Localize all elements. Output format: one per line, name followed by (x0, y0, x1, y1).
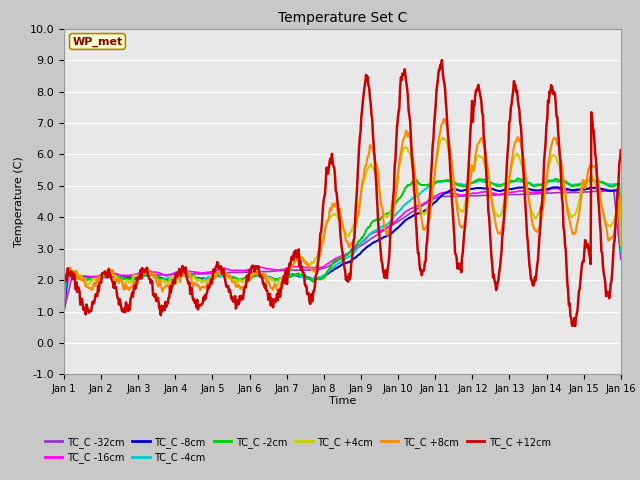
TC_C +8cm (426, 211, 434, 217)
TC_C +4cm (214, 271, 221, 276)
Line: TC_C +4cm: TC_C +4cm (64, 138, 621, 297)
X-axis label: Time: Time (329, 396, 356, 406)
Line: TC_C -32cm: TC_C -32cm (64, 191, 621, 311)
TC_C -16cm (426, 196, 434, 202)
TC_C +4cm (70, 271, 78, 276)
TC_C -16cm (70, 272, 78, 277)
TC_C -8cm (214, 273, 221, 279)
TC_C -32cm (214, 270, 221, 276)
TC_C +4cm (439, 135, 447, 141)
TC_C -16cm (60, 307, 68, 313)
TC_C +8cm (127, 284, 135, 290)
TC_C +12cm (214, 259, 221, 265)
TC_C -16cm (617, 250, 625, 256)
TC_C +8cm (60, 307, 68, 312)
TC_C -2cm (214, 272, 221, 277)
Line: TC_C -8cm: TC_C -8cm (64, 187, 621, 310)
TC_C +8cm (440, 116, 448, 121)
TC_C -2cm (60, 301, 68, 307)
TC_C +12cm (617, 147, 625, 153)
Line: TC_C -16cm: TC_C -16cm (64, 187, 621, 310)
TC_C -4cm (127, 276, 135, 282)
TC_C +12cm (127, 294, 135, 300)
TC_C +8cm (70, 271, 78, 276)
TC_C +8cm (617, 193, 625, 199)
TC_C -16cm (590, 184, 598, 190)
TC_C +12cm (572, 323, 579, 329)
TC_C -8cm (553, 184, 561, 190)
TC_C -8cm (426, 203, 434, 209)
TC_C -32cm (60, 308, 68, 313)
TC_C +4cm (60, 294, 68, 300)
Line: TC_C -2cm: TC_C -2cm (64, 179, 621, 304)
TC_C +12cm (438, 57, 445, 63)
TC_C +12cm (426, 190, 434, 195)
TC_C -8cm (410, 213, 418, 218)
TC_C -4cm (214, 274, 221, 279)
TC_C -4cm (184, 273, 192, 278)
Legend: TC_C -32cm, TC_C -16cm, TC_C -8cm, TC_C -4cm, TC_C -2cm, TC_C +4cm, TC_C +8cm, T: TC_C -32cm, TC_C -16cm, TC_C -8cm, TC_C … (40, 433, 555, 468)
TC_C +8cm (184, 271, 192, 276)
TC_C -16cm (127, 272, 135, 278)
TC_C -32cm (127, 273, 135, 279)
TC_C -2cm (410, 177, 418, 183)
TC_C -2cm (184, 271, 192, 276)
Line: TC_C -4cm: TC_C -4cm (64, 180, 621, 305)
Line: TC_C +8cm: TC_C +8cm (64, 119, 621, 310)
TC_C -2cm (70, 269, 78, 275)
TC_C -32cm (184, 271, 192, 277)
TC_C -4cm (70, 271, 78, 276)
TC_C +4cm (184, 271, 192, 276)
TC_C -16cm (410, 204, 418, 210)
TC_C -32cm (426, 198, 434, 204)
TC_C -2cm (127, 276, 135, 282)
TC_C -32cm (609, 188, 617, 193)
TC_C -32cm (70, 275, 78, 281)
TC_C +12cm (70, 272, 78, 277)
TC_C -2cm (617, 244, 625, 250)
TC_C +12cm (184, 279, 192, 285)
TC_C -4cm (60, 302, 68, 308)
TC_C +4cm (410, 173, 418, 179)
TC_C -2cm (426, 181, 434, 187)
TC_C -4cm (410, 194, 418, 200)
TC_C -4cm (426, 182, 434, 188)
TC_C -32cm (617, 256, 625, 262)
TC_C -2cm (515, 176, 522, 181)
TC_C -8cm (127, 276, 135, 281)
Text: WP_met: WP_met (72, 36, 123, 47)
TC_C +8cm (410, 163, 418, 168)
TC_C -8cm (184, 273, 192, 279)
TC_C -16cm (214, 267, 221, 273)
TC_C +12cm (60, 281, 68, 287)
TC_C -32cm (410, 208, 418, 214)
TC_C -8cm (70, 272, 78, 278)
TC_C -4cm (617, 249, 625, 255)
TC_C +4cm (426, 194, 434, 200)
TC_C +8cm (214, 270, 221, 276)
TC_C -4cm (476, 178, 483, 183)
Title: Temperature Set C: Temperature Set C (278, 11, 407, 25)
Y-axis label: Temperature (C): Temperature (C) (14, 156, 24, 247)
TC_C -8cm (60, 307, 68, 312)
Line: TC_C +12cm: TC_C +12cm (64, 60, 621, 326)
TC_C +4cm (127, 279, 135, 285)
TC_C -8cm (617, 245, 625, 251)
TC_C +4cm (617, 243, 625, 249)
TC_C +12cm (410, 187, 418, 193)
TC_C -16cm (184, 268, 192, 274)
